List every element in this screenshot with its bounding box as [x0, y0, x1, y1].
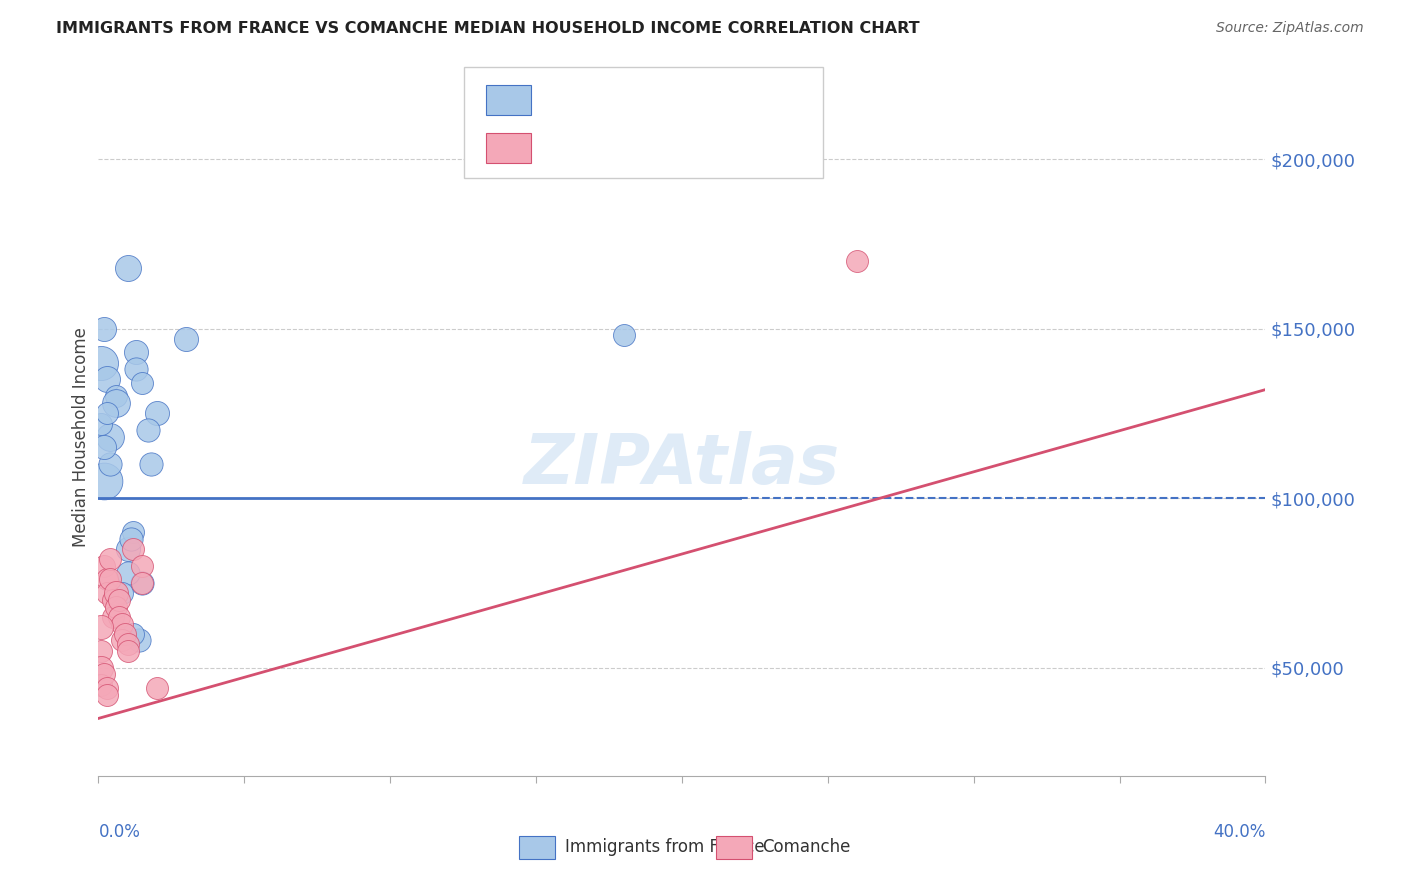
Point	[90, 620, 112, 634]
Point	[146, 406, 169, 420]
Point	[101, 592, 124, 607]
Point	[93, 558, 115, 573]
Point	[104, 586, 127, 600]
Point	[117, 260, 139, 275]
Point	[125, 362, 148, 376]
Point	[93, 667, 115, 681]
Point	[120, 532, 142, 546]
Point	[117, 643, 139, 657]
Text: R =  0.522   N = 28: R = 0.522 N = 28	[544, 139, 707, 157]
Y-axis label: Median Household Income: Median Household Income	[72, 327, 90, 547]
Point	[90, 660, 112, 674]
Point	[122, 541, 145, 556]
Point	[114, 626, 136, 640]
Point	[96, 688, 118, 702]
Point	[131, 376, 153, 390]
Point	[612, 328, 634, 343]
Point	[174, 332, 197, 346]
Point	[104, 389, 127, 403]
Point	[90, 643, 112, 657]
Point	[108, 609, 131, 624]
Text: ZIPAtlas: ZIPAtlas	[524, 431, 839, 498]
Point	[96, 372, 118, 386]
Point	[104, 396, 127, 410]
Point	[98, 430, 121, 444]
Point	[146, 681, 169, 695]
Point	[131, 558, 153, 573]
Point	[122, 626, 145, 640]
Point	[117, 566, 139, 580]
Point	[111, 633, 134, 648]
Point	[96, 681, 118, 695]
Text: Immigrants from France: Immigrants from France	[565, 838, 765, 856]
Point	[111, 616, 134, 631]
Point	[93, 321, 115, 335]
Point	[90, 355, 112, 369]
Text: IMMIGRANTS FROM FRANCE VS COMANCHE MEDIAN HOUSEHOLD INCOME CORRELATION CHART: IMMIGRANTS FROM FRANCE VS COMANCHE MEDIA…	[56, 21, 920, 36]
Text: 40.0%: 40.0%	[1213, 823, 1265, 841]
Point	[131, 575, 153, 590]
Point	[104, 599, 127, 614]
Point	[93, 474, 115, 488]
Point	[131, 575, 153, 590]
Point	[98, 457, 121, 471]
Point	[101, 609, 124, 624]
Point	[96, 406, 118, 420]
Point	[128, 633, 150, 648]
Point	[108, 592, 131, 607]
Point	[845, 253, 868, 268]
Point	[90, 677, 112, 691]
Point	[96, 573, 118, 587]
Point	[122, 524, 145, 539]
Point	[90, 417, 112, 431]
Point	[96, 586, 118, 600]
Point	[93, 440, 115, 454]
Point	[139, 457, 162, 471]
Text: R =  0.008   N = 28: R = 0.008 N = 28	[544, 91, 706, 109]
Point	[117, 637, 139, 651]
Point	[98, 573, 121, 587]
Text: 0.0%: 0.0%	[98, 823, 141, 841]
Point	[136, 423, 159, 437]
Text: Comanche: Comanche	[762, 838, 851, 856]
Point	[125, 345, 148, 359]
Point	[111, 586, 134, 600]
Text: Source: ZipAtlas.com: Source: ZipAtlas.com	[1216, 21, 1364, 35]
Point	[117, 541, 139, 556]
Point	[98, 552, 121, 566]
